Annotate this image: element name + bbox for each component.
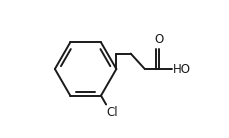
Text: HO: HO <box>172 63 190 75</box>
Text: O: O <box>153 33 163 47</box>
Text: Cl: Cl <box>106 106 118 119</box>
